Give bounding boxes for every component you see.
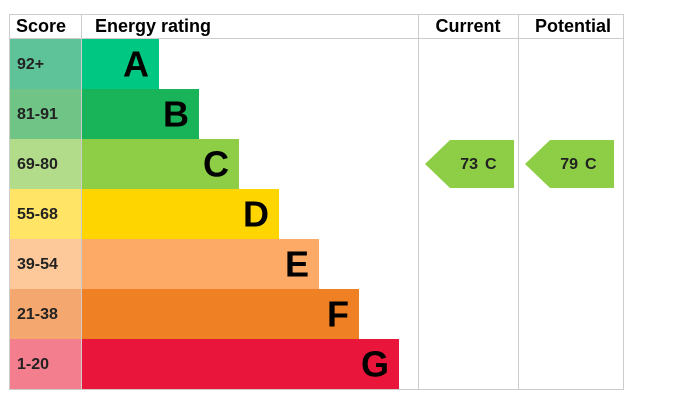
score-cell <box>9 289 81 339</box>
rating-letter: C <box>203 144 229 185</box>
potential-score: 79 <box>560 156 578 173</box>
rating-bar <box>81 139 239 189</box>
score-cell <box>9 239 81 289</box>
rating-bar <box>81 89 199 139</box>
current-arrow <box>425 140 514 188</box>
potential-header: Potential <box>535 16 611 36</box>
current-band: C <box>485 156 497 173</box>
score-label: 21-38 <box>17 306 58 323</box>
rating-bar <box>81 289 359 339</box>
score-label: 55-68 <box>17 206 58 223</box>
score-cell <box>9 139 81 189</box>
score-label: 1-20 <box>17 356 49 373</box>
rating-header: Energy rating <box>95 16 211 36</box>
rating-letter: D <box>243 194 269 235</box>
rating-bar <box>81 189 279 239</box>
rating-letter: G <box>361 344 389 385</box>
rating-letter: E <box>285 244 309 285</box>
current-header: Current <box>435 16 500 36</box>
rating-bar <box>81 39 159 89</box>
score-cell <box>9 89 81 139</box>
score-label: 69-80 <box>17 156 58 173</box>
score-cell <box>9 189 81 239</box>
score-cell <box>9 339 81 389</box>
rating-letter: A <box>123 44 149 85</box>
potential-arrow <box>525 140 614 188</box>
rating-bar <box>81 339 399 389</box>
score-cell <box>9 39 81 89</box>
potential-band: C <box>585 156 597 173</box>
rating-bar <box>81 239 319 289</box>
rating-letter: B <box>163 94 189 135</box>
current-score: 73 <box>460 156 478 173</box>
score-label: 39-54 <box>17 256 58 273</box>
rating-letter: F <box>327 294 349 335</box>
score-label: 81-91 <box>17 106 58 123</box>
score-header: Score <box>16 16 66 36</box>
table-border <box>9 14 624 390</box>
score-label: 92+ <box>17 56 44 73</box>
